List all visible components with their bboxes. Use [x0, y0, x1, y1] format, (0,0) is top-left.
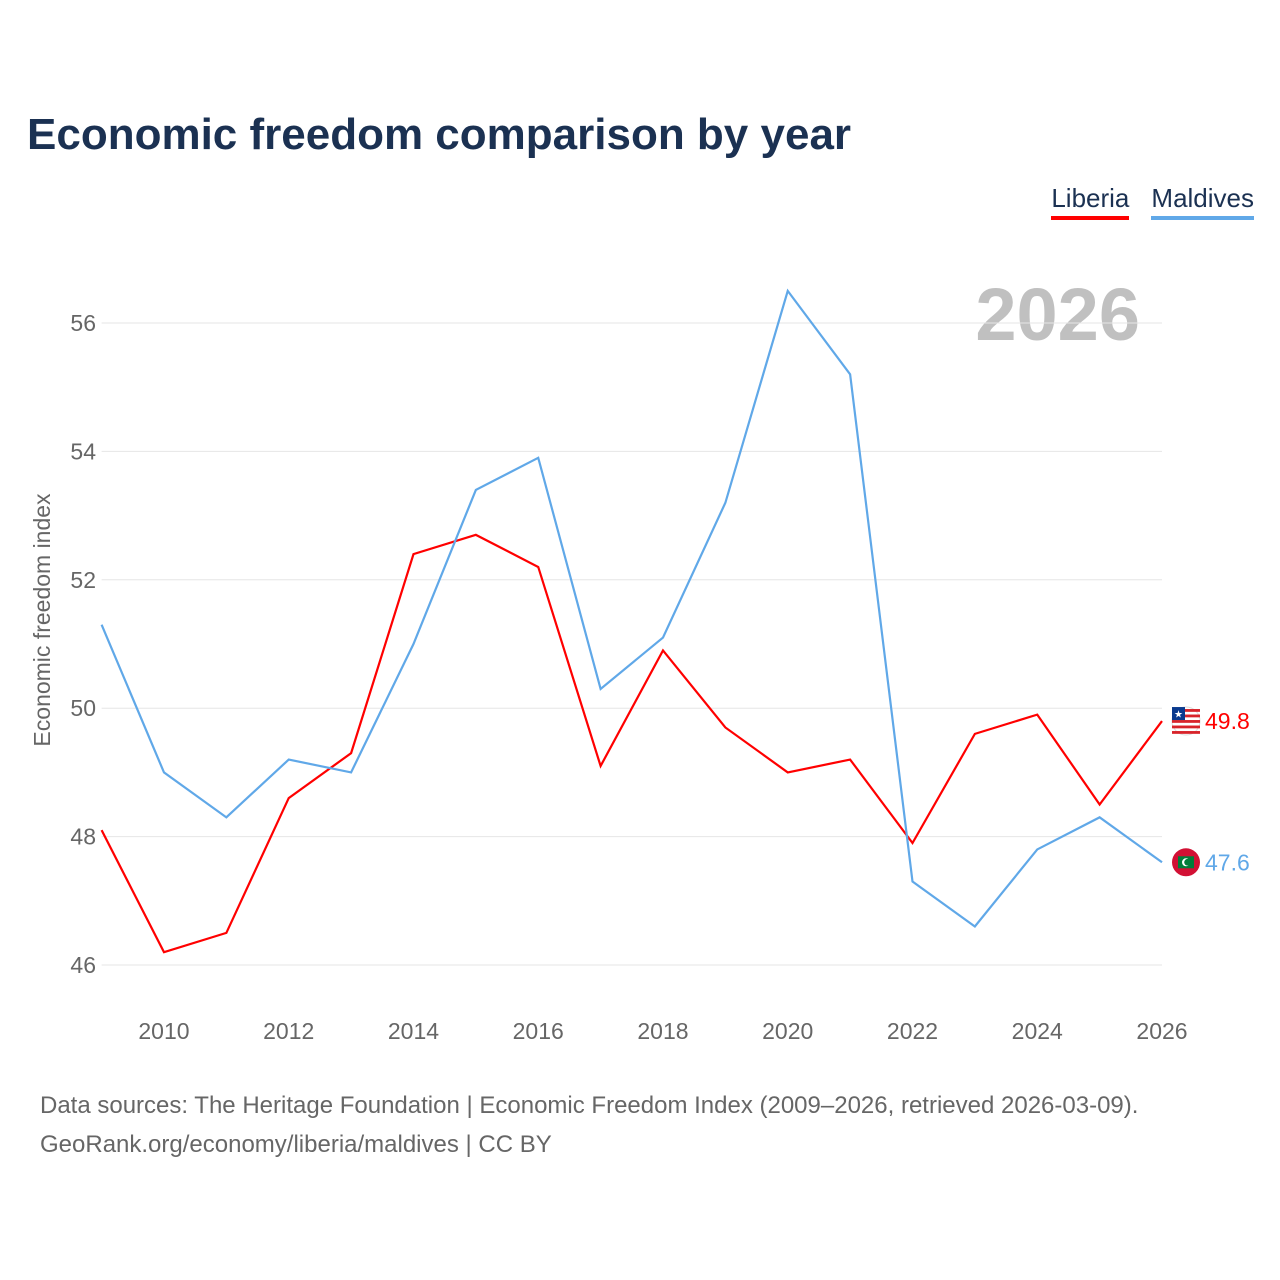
- flag-stripe: [1172, 714, 1200, 718]
- y-tick-label: 48: [70, 824, 96, 850]
- y-tick-label: 46: [70, 952, 96, 978]
- x-tick-label: 2018: [637, 1018, 688, 1044]
- flag-stripe: [1172, 720, 1200, 723]
- flag-canton: [1172, 707, 1185, 721]
- y-tick-label: 52: [70, 567, 96, 593]
- source-note: Data sources: The Heritage Foundation | …: [40, 1086, 1138, 1164]
- legend: Liberia Maldives: [1051, 183, 1254, 220]
- y-tick-label: 56: [70, 310, 96, 336]
- flag-stripe: [1172, 709, 1200, 712]
- source-line-1: Data sources: The Heritage Foundation | …: [40, 1092, 1139, 1119]
- end-label-maldives: 47.6: [1205, 849, 1250, 875]
- x-tick-label: 2026: [1136, 1018, 1187, 1044]
- y-tick-label: 50: [70, 695, 96, 721]
- x-tick-label: 2012: [263, 1018, 314, 1044]
- crescent-cut: [1184, 858, 1191, 866]
- legend-liberia[interactable]: Liberia: [1051, 183, 1130, 220]
- flag-icon-liberia: ★: [1171, 706, 1201, 736]
- x-tick-label: 2024: [1012, 1018, 1063, 1044]
- series-line-maldives: [100, 288, 1163, 928]
- y-tick-label: 54: [70, 438, 96, 464]
- y-axis-label: Economic freedom index: [29, 493, 55, 747]
- flag-stripe: [1172, 725, 1200, 729]
- x-tick-label: 2022: [887, 1018, 938, 1044]
- year-watermark: 2026: [975, 273, 1140, 356]
- chart-title: Economic freedom comparison by year: [27, 110, 852, 159]
- x-tick-label: 2010: [138, 1018, 189, 1044]
- x-tick-label: 2016: [513, 1018, 564, 1044]
- series-line-liberia: [100, 533, 1163, 954]
- star-icon: ★: [1174, 710, 1183, 721]
- flag-icon-maldives: [1172, 848, 1200, 877]
- flag-stripe: [1172, 731, 1200, 734]
- end-label-liberia: 49.8: [1205, 708, 1250, 734]
- source-line-2[interactable]: GeoRank.org/economy/liberia/maldives | C…: [40, 1131, 552, 1158]
- x-tick-label: 2014: [388, 1018, 439, 1044]
- legend-maldives[interactable]: Maldives: [1151, 183, 1254, 220]
- x-tick-label: 2020: [762, 1018, 813, 1044]
